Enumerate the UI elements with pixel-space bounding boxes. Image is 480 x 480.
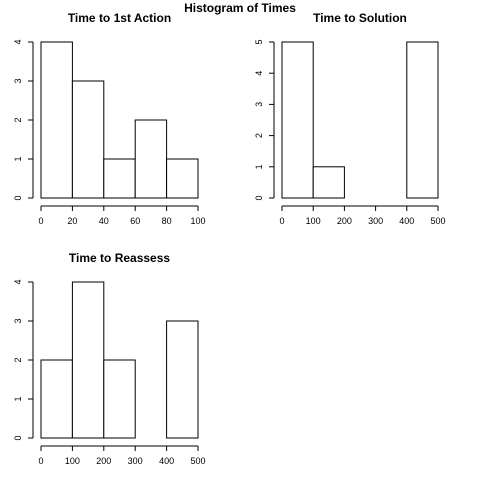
x-tick-label: 20 [67, 216, 77, 226]
y-tick-label: 4 [254, 71, 264, 76]
histogram-bar [281, 41, 314, 199]
x-tick-label: 400 [399, 216, 414, 226]
histogram-bar [312, 166, 345, 199]
histogram-bar [103, 359, 136, 439]
histogram-bar [134, 119, 168, 199]
x-tick-label: 80 [162, 216, 172, 226]
y-tick-label: 3 [13, 78, 23, 83]
panel-title: Time to Reassess [69, 251, 170, 265]
y-tick-label: 0 [13, 435, 23, 440]
histogram-panel-2: Time to Solution 0 100 200 300 400 500 0 1 2 3 4 5 [254, 11, 446, 226]
figure-title: Histogram of Times [184, 1, 296, 15]
histogram-bar [406, 41, 439, 199]
x-tick-label: 0 [279, 216, 284, 226]
y-tick-label: 4 [13, 39, 23, 44]
y-tick-label: 1 [13, 396, 23, 401]
y-tick-label: 3 [254, 102, 264, 107]
x-tick-label: 40 [99, 216, 109, 226]
x-tick-label: 400 [159, 456, 174, 466]
y-tick-label: 1 [254, 164, 264, 169]
histogram-panel-1: Time to 1st Action 0 20 40 60 80 100 0 1 2 3 4 [13, 11, 206, 226]
histogram-panel-3: Time to Reassess 0 100 200 300 400 500 0 1 2 3 4 [13, 251, 206, 466]
panel-title: Time to 1st Action [68, 11, 171, 25]
histogram-bar [71, 281, 105, 439]
y-tick-label: 4 [13, 279, 23, 284]
x-tick-label: 0 [38, 216, 43, 226]
x-tick-label: 300 [368, 216, 383, 226]
x-tick-label: 200 [96, 456, 111, 466]
y-tick-label: 5 [254, 39, 264, 44]
x-tick-label: 300 [128, 456, 143, 466]
x-tick-label: 100 [306, 216, 321, 226]
y-tick-label: 1 [13, 156, 23, 161]
histogram-bar [103, 158, 136, 199]
y-tick-label: 2 [13, 117, 23, 122]
y-tick-label: 3 [13, 318, 23, 323]
x-tick-label: 100 [65, 456, 80, 466]
x-tick-label: 500 [190, 456, 205, 466]
panel-title: Time to Solution [313, 11, 407, 25]
y-tick-label: 2 [254, 133, 264, 138]
histogram-bar [71, 80, 105, 199]
histogram-bar [166, 158, 199, 199]
y-tick-label: 0 [13, 195, 23, 200]
y-tick-label: 0 [254, 195, 264, 200]
x-tick-label: 100 [190, 216, 205, 226]
x-tick-label: 0 [38, 456, 43, 466]
x-tick-label: 500 [430, 216, 445, 226]
histogram-bar [40, 41, 73, 199]
x-tick-label: 200 [337, 216, 352, 226]
histogram-bar [40, 359, 73, 439]
x-tick-label: 60 [130, 216, 140, 226]
histogram-bar [166, 320, 199, 439]
y-tick-label: 2 [13, 357, 23, 362]
